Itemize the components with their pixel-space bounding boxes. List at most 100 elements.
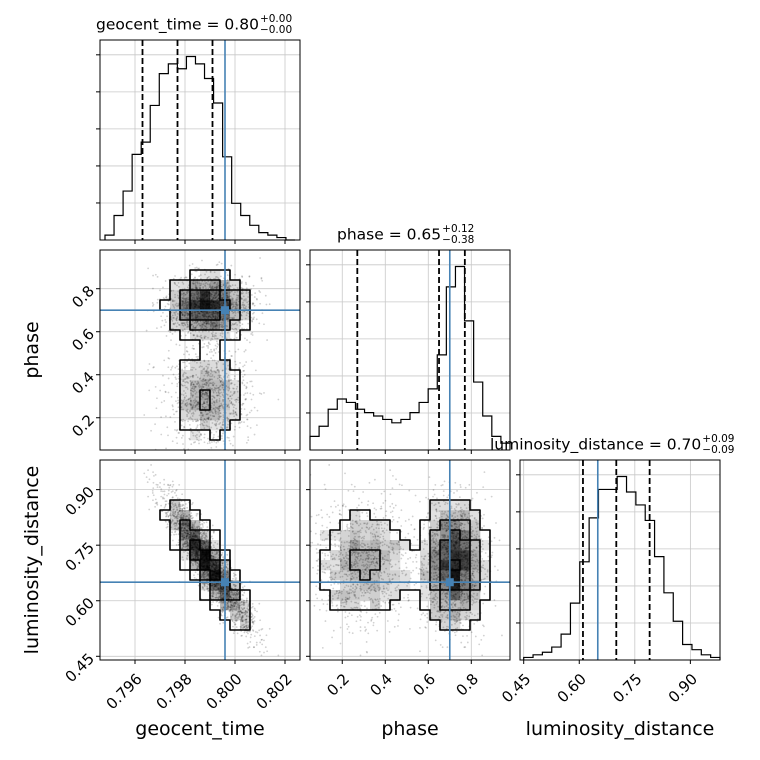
sample-point: [212, 563, 215, 566]
sample-point: [226, 318, 229, 321]
sample-point: [258, 602, 261, 605]
sample-point: [226, 595, 229, 597]
sample-point: [202, 556, 205, 558]
sample-point: [192, 300, 195, 302]
sample-point: [221, 297, 224, 299]
sample-point: [198, 383, 201, 386]
sample-point: [229, 284, 232, 287]
sample-point: [197, 312, 199, 315]
sample-point: [218, 405, 221, 408]
sample-point: [212, 567, 215, 570]
sample-point: [214, 409, 217, 412]
sample-point: [177, 304, 179, 307]
sample-point: [237, 605, 240, 607]
sample-point: [261, 312, 264, 315]
sample-point: [200, 438, 203, 441]
sample-point: [192, 347, 195, 350]
sample-point: [195, 546, 197, 548]
sample-point: [225, 292, 228, 295]
sample-point: [227, 594, 230, 597]
sample-point: [229, 600, 232, 603]
sample-point: [214, 300, 216, 303]
sample-point: [173, 528, 176, 530]
sample-point: [211, 570, 214, 572]
sample-point: [202, 295, 205, 298]
sample-point: [213, 304, 216, 307]
sample-point: [197, 402, 200, 405]
sample-point: [220, 297, 223, 300]
sample-point: [182, 539, 184, 542]
sample-point: [163, 490, 166, 493]
sample-point: [220, 318, 223, 321]
sample-point: [195, 552, 198, 554]
sample-point: [184, 529, 187, 532]
sample-point: [185, 305, 188, 308]
sample-point: [195, 546, 198, 548]
sample-point: [185, 522, 188, 525]
sample-point: [220, 315, 223, 318]
sample-point: [222, 414, 225, 417]
sample-point: [212, 407, 215, 410]
sample-point: [209, 378, 212, 381]
sample-point: [195, 427, 198, 430]
sample-point: [213, 415, 216, 418]
sample-point: [211, 584, 213, 587]
sample-point: [205, 545, 208, 548]
sample-point: [183, 277, 186, 279]
sample-point: [177, 522, 180, 525]
sample-point: [190, 304, 193, 307]
sample-point: [184, 299, 187, 302]
sample-point: [219, 592, 221, 595]
sample-point: [227, 314, 230, 316]
sample-point: [217, 573, 220, 576]
sample-point: [241, 327, 243, 330]
sample-point: [190, 306, 193, 309]
sample-point: [169, 484, 172, 486]
sample-point: [162, 311, 164, 314]
sample-point: [197, 557, 200, 560]
density-cell: [210, 390, 221, 401]
sample-point: [206, 403, 209, 405]
sample-point: [221, 326, 223, 329]
sample-point: [214, 317, 217, 320]
sample-point: [229, 603, 232, 606]
sample-point: [234, 596, 236, 599]
sample-point: [215, 582, 218, 585]
sample-point: [222, 601, 225, 604]
sample-point: [198, 275, 201, 278]
sample-point: [193, 301, 196, 304]
density-cell: [200, 400, 211, 411]
sample-point: [197, 293, 199, 296]
sample-point: [206, 299, 209, 301]
sample-point: [203, 571, 206, 574]
sample-point: [220, 325, 223, 328]
sample-point: [202, 293, 205, 296]
sample-point: [232, 597, 235, 600]
sample-point: [214, 561, 217, 563]
sample-point: [219, 324, 222, 326]
sample-point: [214, 568, 216, 571]
sample-point: [192, 533, 195, 536]
sample-point: [212, 530, 215, 533]
sample-point: [211, 387, 213, 390]
sample-point: [183, 378, 186, 381]
sample-point: [255, 644, 258, 646]
sample-point: [227, 374, 230, 377]
sample-point: [243, 611, 246, 614]
sample-point: [212, 573, 215, 576]
sample-point: [215, 398, 218, 401]
sample-point: [217, 588, 220, 591]
sample-point: [205, 310, 208, 313]
sample-point: [210, 594, 213, 597]
sample-point: [214, 276, 217, 278]
sample-point: [218, 261, 221, 264]
sample-point: [217, 587, 220, 589]
sample-point: [167, 349, 170, 352]
sample-point: [163, 359, 166, 362]
sample-point: [236, 290, 239, 293]
sample-point: [215, 564, 218, 567]
sample-point: [200, 544, 203, 547]
sample-point: [225, 616, 228, 619]
sample-point: [211, 395, 213, 397]
sample-point: [206, 299, 209, 302]
